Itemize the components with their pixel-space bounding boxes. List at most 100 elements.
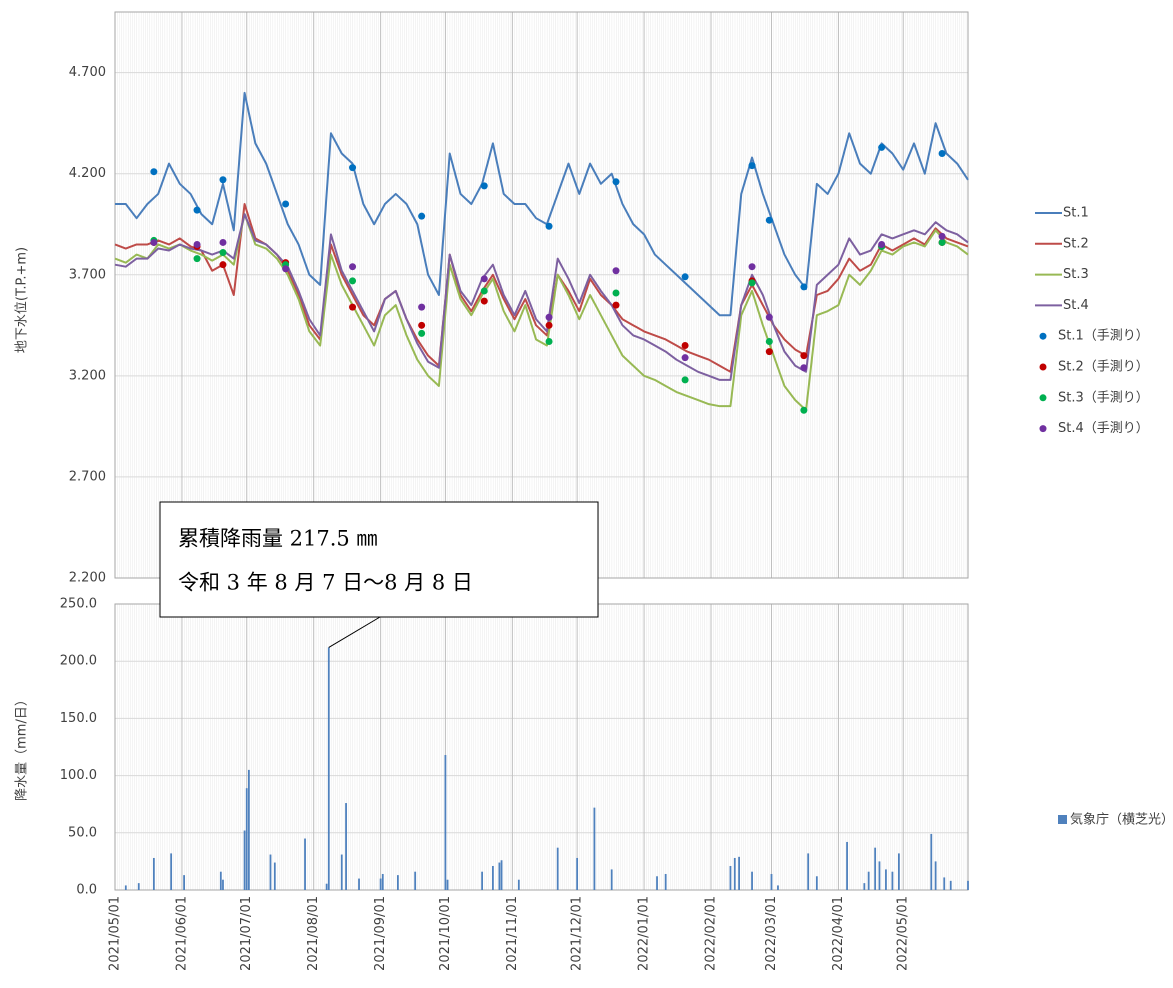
x-tick-label: 2021/09/01	[373, 896, 388, 971]
x-tick-label: 2022/02/01	[704, 896, 719, 971]
bar	[446, 879, 449, 890]
bar	[967, 880, 969, 890]
bar	[738, 856, 740, 890]
legend-label: St.3	[1063, 267, 1089, 282]
legend-label: St.3（手測り）	[1058, 390, 1149, 405]
manual-point	[938, 232, 946, 240]
manual-point	[748, 279, 756, 287]
legend-label: St.1	[1063, 206, 1089, 221]
bar	[807, 853, 810, 890]
legend-label: St.2（手測り）	[1058, 360, 1149, 375]
bar	[379, 878, 382, 890]
bar	[327, 647, 330, 890]
x-tick-label: 2021/12/01	[570, 896, 585, 971]
x-tick-label: 2022/03/01	[764, 896, 779, 971]
manual-point	[219, 176, 227, 184]
bar	[170, 853, 173, 890]
y-tick-label: 2.200	[69, 571, 106, 586]
manual-point	[282, 265, 290, 273]
bar	[222, 879, 224, 890]
manual-point	[800, 364, 808, 372]
bar	[183, 875, 186, 890]
manual-point	[748, 263, 756, 271]
manual-point	[480, 182, 488, 190]
bar	[943, 877, 946, 890]
manual-point	[418, 303, 426, 311]
manual-point	[938, 150, 946, 157]
bar	[498, 862, 501, 890]
plot-area	[115, 12, 968, 578]
y-tick-label: 150.0	[60, 711, 97, 726]
manual-point	[765, 216, 773, 224]
manual-point	[219, 249, 227, 257]
manual-point	[349, 303, 357, 311]
y-tick-label: 100.0	[60, 768, 97, 783]
bar	[492, 865, 494, 890]
x-tick-label: 2022/01/01	[637, 896, 652, 971]
bar	[137, 883, 140, 890]
series-line	[114, 203, 969, 373]
bar	[874, 847, 877, 890]
annotation-text: 累積降雨量 217.5 ㎜	[178, 527, 377, 551]
bar	[345, 803, 347, 890]
bar	[247, 769, 250, 890]
manual-point	[765, 337, 773, 345]
bar	[556, 847, 559, 890]
bar	[273, 862, 276, 890]
legend-swatch	[1039, 425, 1047, 433]
bar	[770, 873, 773, 890]
bar	[934, 861, 937, 890]
bar	[863, 883, 866, 890]
manual-point	[612, 289, 620, 297]
series-line	[114, 213, 969, 381]
bar	[500, 860, 503, 890]
manual-point	[349, 277, 357, 285]
manual-point	[219, 261, 227, 269]
y-tick-label: 0.0	[76, 883, 97, 898]
bar	[930, 833, 933, 890]
bar	[517, 879, 520, 890]
x-tick-label: 2021/08/01	[306, 896, 321, 971]
series-line	[115, 91, 969, 317]
x-tick-label: 2021/07/01	[239, 896, 254, 971]
bar	[396, 875, 399, 890]
legend-label: 気象庁（横芝光）	[1070, 812, 1173, 828]
x-tick-label: 2021/11/01	[505, 896, 520, 971]
manual-point	[545, 222, 553, 230]
x-tick-label: 2021/06/01	[174, 896, 189, 971]
manual-point	[938, 238, 946, 246]
bar	[656, 876, 658, 890]
y-tick-label: 3.200	[69, 368, 106, 383]
bar	[867, 871, 870, 890]
bar	[733, 857, 736, 890]
bar	[219, 871, 222, 890]
manual-point	[800, 283, 808, 291]
bar	[325, 883, 328, 890]
manual-point	[480, 287, 488, 295]
manual-point	[545, 313, 553, 321]
legend-swatch	[1039, 363, 1047, 371]
bar	[897, 853, 900, 890]
bar	[414, 871, 417, 890]
annotation-leader	[328, 616, 381, 648]
manual-point	[418, 329, 426, 337]
bar	[593, 807, 596, 890]
bar	[878, 861, 881, 890]
bar	[846, 841, 848, 890]
bar	[891, 871, 894, 890]
manual-point	[800, 406, 808, 414]
manual-point	[418, 321, 426, 329]
bar	[664, 873, 667, 890]
bar	[358, 878, 360, 890]
legend-label: St.4	[1063, 298, 1089, 313]
bar	[949, 880, 952, 890]
bar	[243, 830, 246, 890]
y-axis-title: 地下水位(T.P.+m)	[15, 247, 30, 353]
x-tick-label: 2022/04/01	[831, 896, 846, 971]
bar	[576, 857, 579, 890]
y-tick-label: 250.0	[60, 597, 97, 612]
annotation-box	[159, 501, 599, 618]
manual-point	[150, 238, 158, 246]
manual-point	[193, 206, 201, 214]
